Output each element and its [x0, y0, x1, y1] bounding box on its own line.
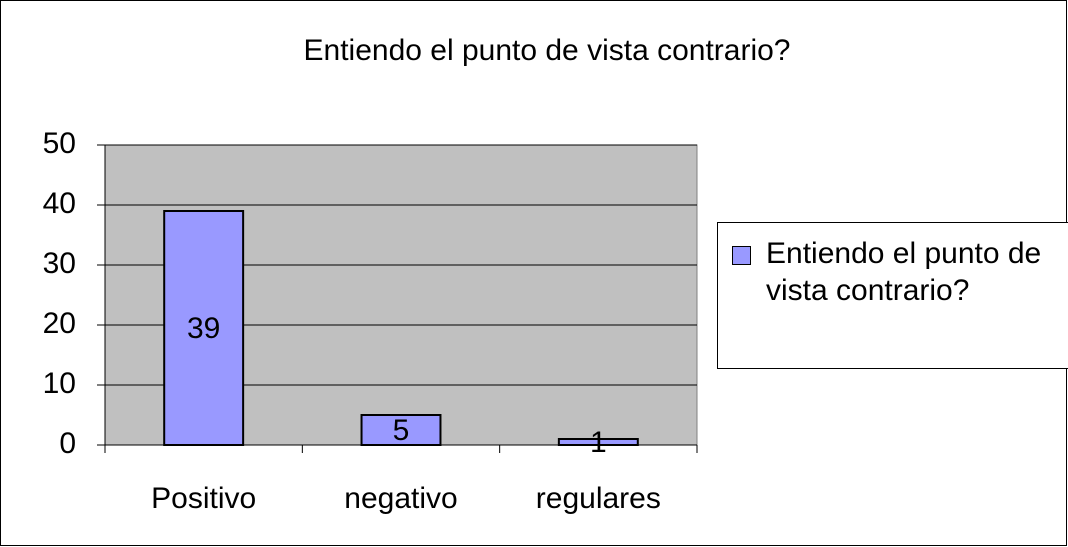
y-tick-label: 0: [59, 427, 76, 460]
data-label: 1: [590, 426, 607, 459]
legend-box: [717, 222, 1068, 369]
y-tick-label: 40: [43, 187, 76, 220]
x-tick-label: negativo: [344, 482, 457, 515]
data-label: 39: [187, 312, 220, 345]
legend-swatch: [732, 246, 751, 265]
data-label: 5: [393, 414, 410, 447]
y-tick-label: 20: [43, 307, 76, 340]
bar: [557, 438, 639, 446]
bar: [163, 210, 245, 446]
y-tick-label: 10: [43, 367, 76, 400]
y-tick-label: 50: [43, 127, 76, 160]
x-tick-label: Positivo: [151, 482, 256, 515]
x-tick-label: regulares: [536, 482, 661, 515]
chart-title: Entiendo el punto de vista contrario?: [304, 34, 791, 67]
legend-label: Entiendo el punto de vista contrario?: [766, 237, 1042, 307]
bar: [360, 414, 442, 446]
y-tick-label: 30: [43, 247, 76, 280]
